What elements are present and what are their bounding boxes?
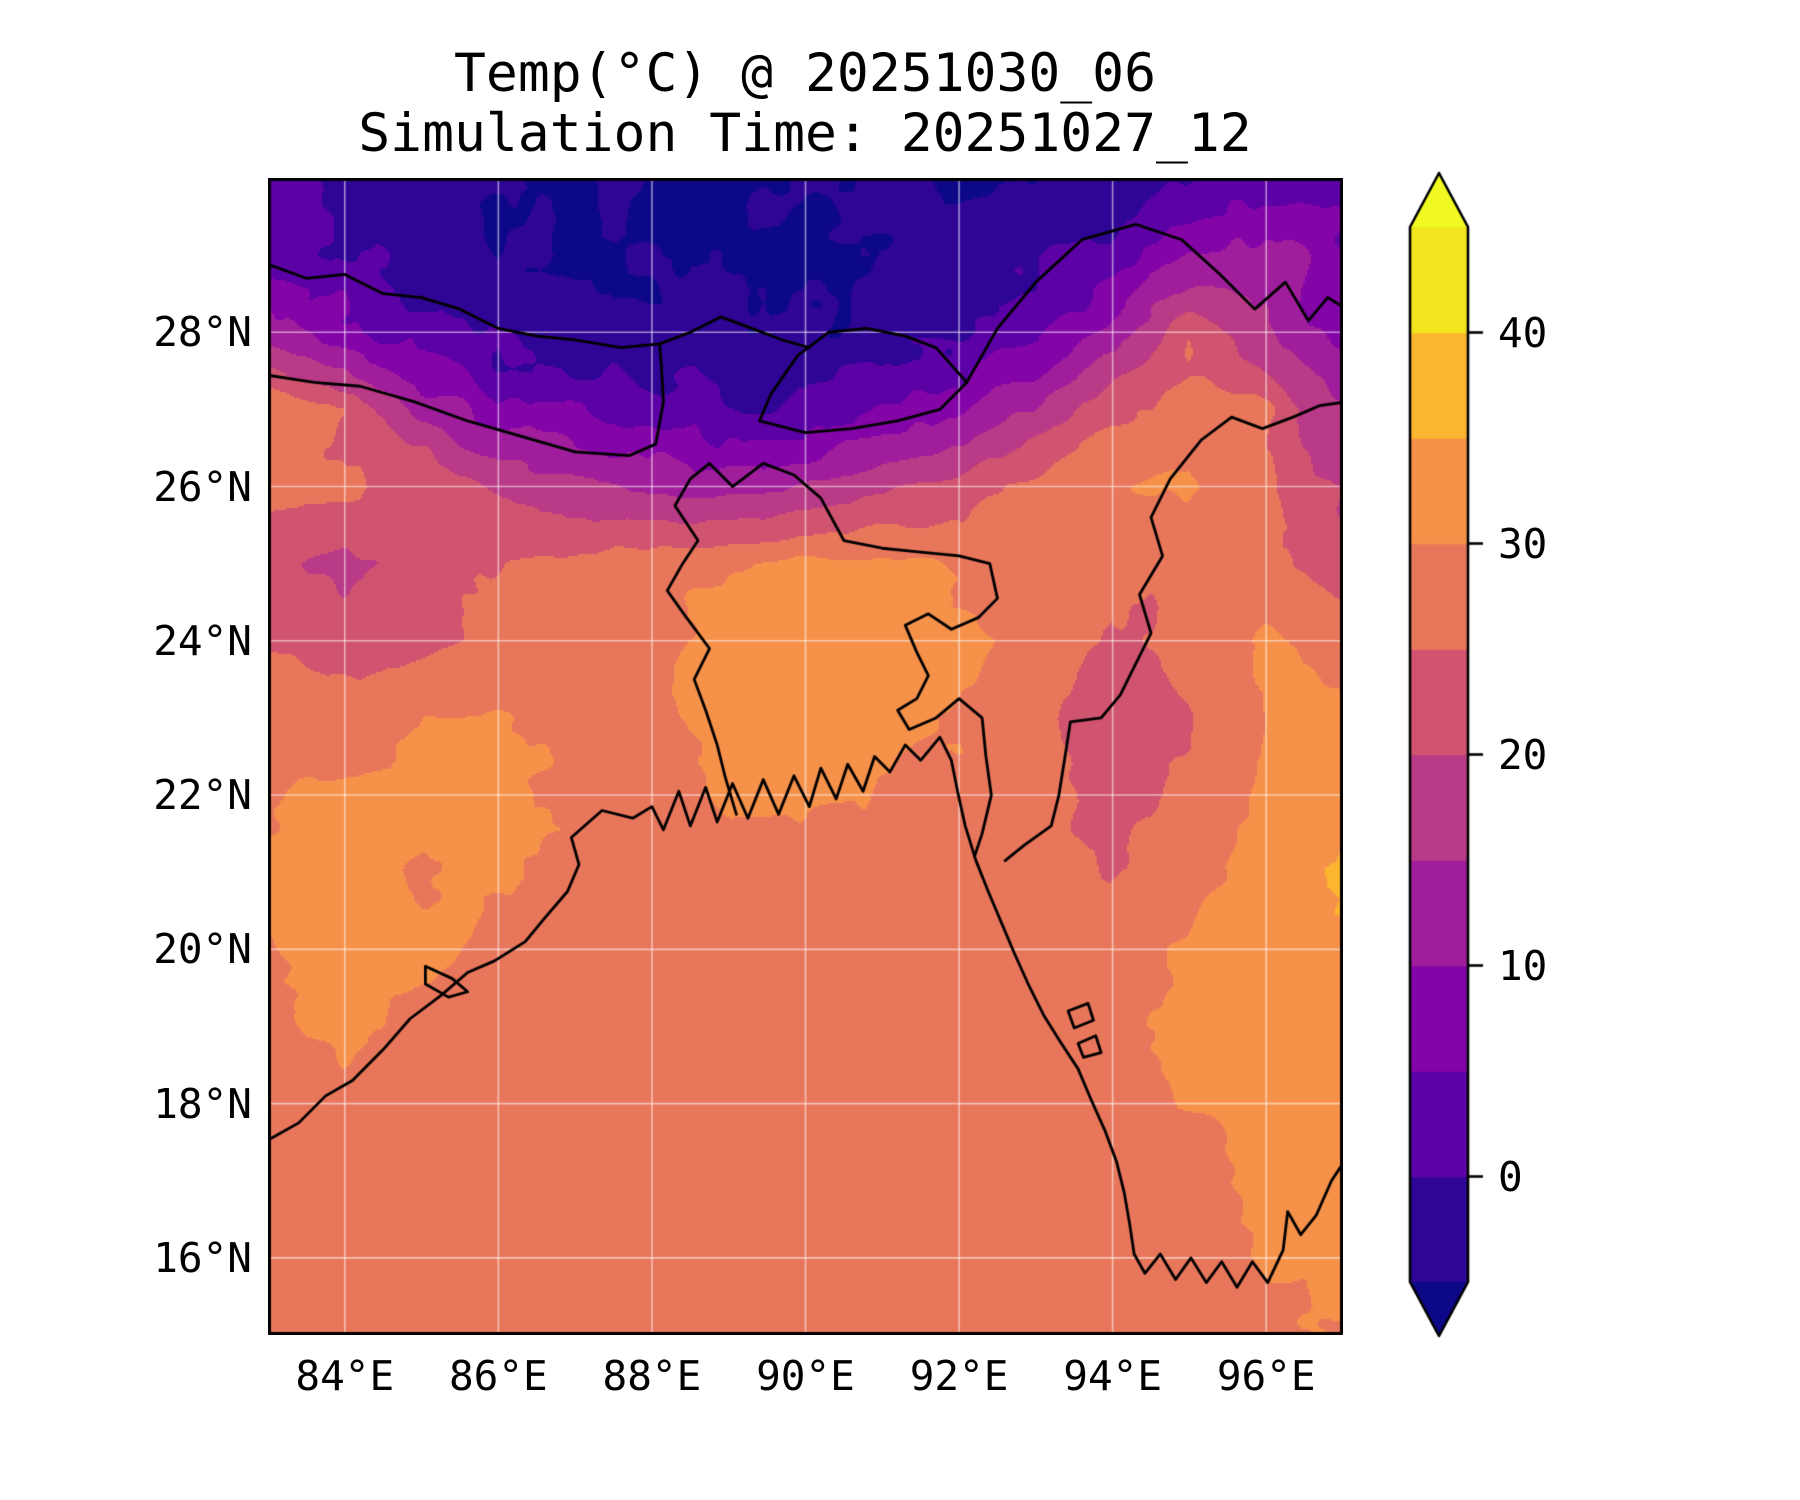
colorbar-tick-label: 20 — [1498, 730, 1548, 779]
colorbar-tick-label: 30 — [1498, 519, 1548, 568]
colorbar — [1388, 158, 1518, 1358]
chart-subtitle: Simulation Time: 20251027_12 — [358, 103, 1252, 164]
y-tick-label: 20°N — [153, 925, 252, 974]
colorbar-tick-label: 0 — [1498, 1152, 1523, 1201]
y-tick-label: 18°N — [153, 1079, 252, 1128]
x-tick-label: 96°E — [1216, 1352, 1316, 1400]
x-tick-label: 90°E — [756, 1352, 855, 1400]
y-tick-label: 24°N — [153, 616, 252, 665]
y-tick-label: 16°N — [153, 1233, 252, 1282]
colorbar-tick-label: 10 — [1498, 941, 1548, 990]
y-tick-label: 22°N — [153, 771, 252, 820]
y-tick-label: 26°N — [153, 462, 252, 511]
colorbar-tick-label: 40 — [1498, 308, 1548, 357]
x-tick-label: 92°E — [909, 1352, 1009, 1400]
chart-title: Temp(°C) @ 20251030_06 — [454, 43, 1156, 104]
x-tick-label: 86°E — [448, 1352, 548, 1400]
x-tick-label: 94°E — [1063, 1352, 1163, 1400]
x-tick-label: 88°E — [602, 1352, 702, 1400]
x-tick-label: 84°E — [295, 1352, 395, 1400]
y-tick-label: 28°N — [153, 308, 252, 357]
temperature-contour-map — [268, 178, 1343, 1335]
